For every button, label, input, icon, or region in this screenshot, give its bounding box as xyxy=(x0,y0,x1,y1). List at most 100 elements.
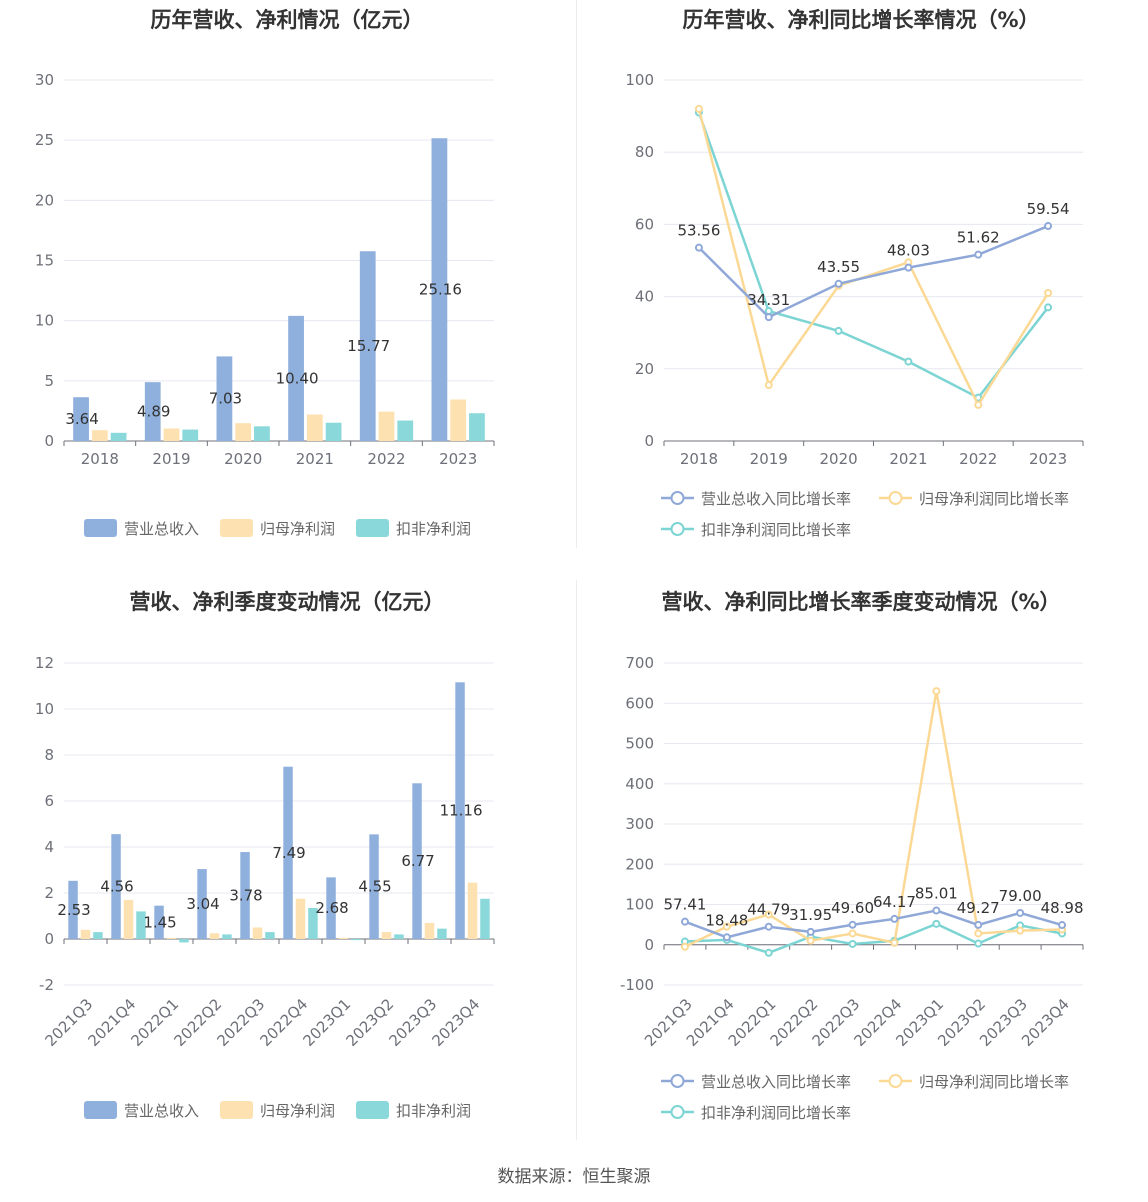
legend-marker xyxy=(670,522,685,536)
series-line-deducted-profit xyxy=(697,112,1050,400)
data-label: 51.62 xyxy=(957,229,1000,247)
bar-deducted-profit xyxy=(222,934,232,939)
bar-deducted-profit xyxy=(265,932,275,939)
data-point xyxy=(1044,303,1053,312)
bar-deducted-profit xyxy=(308,907,318,939)
bar-revenue xyxy=(326,877,336,939)
x-tick-label: 2020 xyxy=(224,450,262,468)
data-label: 57.41 xyxy=(663,896,706,914)
x-tick-label: 2023 xyxy=(439,450,477,468)
y-tick-label: 8 xyxy=(44,746,54,764)
data-label: 64.17 xyxy=(873,893,916,911)
bar-revenue xyxy=(68,880,78,939)
data-point xyxy=(932,906,941,915)
y-tick-label: 0 xyxy=(44,432,54,450)
legend-swatch xyxy=(356,519,389,537)
legend-label: 营业总收入同比增长率 xyxy=(701,1073,851,1091)
y-tick-label: 0 xyxy=(644,432,654,450)
bar-net-profit xyxy=(252,927,263,939)
bar-revenue xyxy=(197,869,207,939)
data-point xyxy=(848,920,857,929)
data-label: 11.16 xyxy=(440,802,483,820)
y-tick-label: -100 xyxy=(620,976,654,994)
data-point xyxy=(722,922,731,931)
data-label: 79.00 xyxy=(999,887,1042,905)
legend-label: 归母净利润同比增长率 xyxy=(919,490,1069,508)
annual-bar-panel: 历年营收、净利情况（亿元） 0 5 10 15 20 25 30 2018 2019 2020 20… xyxy=(0,0,574,580)
x-tick-label: 2019 xyxy=(750,450,788,468)
y-tick-label: 0 xyxy=(644,936,654,954)
bar-revenue xyxy=(455,682,465,939)
data-point xyxy=(764,922,773,931)
data-point xyxy=(974,920,983,929)
data-label: 4.56 xyxy=(100,878,133,896)
data-label: 15.77 xyxy=(347,337,390,355)
bar-revenue xyxy=(73,397,89,441)
data-point xyxy=(834,279,843,288)
legend-label: 营业总收入 xyxy=(124,520,199,538)
bar-net-profit xyxy=(209,933,220,939)
legend-swatch xyxy=(220,519,253,537)
divider xyxy=(576,580,577,1140)
y-tick-label: 20 xyxy=(635,360,654,378)
data-point xyxy=(890,914,899,923)
bar-net-profit xyxy=(123,899,134,939)
y-tick-label: 4 xyxy=(44,838,54,856)
legend-swatch xyxy=(84,1101,117,1119)
x-tick-label: 2018 xyxy=(81,450,119,468)
bar-revenue xyxy=(431,138,448,441)
y-tick-label: 200 xyxy=(625,855,654,873)
x-tick-label: 2021 xyxy=(889,450,927,468)
data-label: 6.77 xyxy=(401,852,434,870)
data-label: 3.78 xyxy=(229,887,262,905)
data-label: 43.55 xyxy=(817,258,860,276)
chart-title: 营收、净利季度变动情况（亿元） xyxy=(129,590,445,614)
bar-deducted-profit xyxy=(93,932,103,939)
bar-deducted-profit xyxy=(397,420,414,441)
bar-net-profit xyxy=(163,428,180,441)
y-tick-label: 15 xyxy=(35,252,54,270)
chart-title: 历年营收、净利同比增长率情况（%） xyxy=(682,8,1040,32)
data-label: 48.03 xyxy=(887,242,930,260)
bar-revenue xyxy=(412,783,422,939)
bar-net-profit xyxy=(306,414,323,441)
data-label: 53.56 xyxy=(677,222,720,240)
y-tick-label: -2 xyxy=(39,976,54,994)
bar-deducted-profit xyxy=(110,432,127,441)
data-label: 85.01 xyxy=(915,885,958,903)
legend-swatch xyxy=(84,519,117,537)
data-source: 数据来源：恒生聚源 xyxy=(497,1167,651,1187)
y-tick-label: 5 xyxy=(44,372,54,390)
legend-marker xyxy=(670,1105,685,1119)
x-tick-label: 2021 xyxy=(296,450,334,468)
legend-label: 营业总收入 xyxy=(124,1102,199,1120)
data-point xyxy=(932,919,941,928)
legend-label: 归母净利润 xyxy=(260,520,335,538)
bar-net-profit xyxy=(338,937,349,939)
data-point xyxy=(974,929,983,938)
bar-revenue xyxy=(283,766,293,939)
data-label: 44.79 xyxy=(747,901,790,919)
bar-deducted-profit xyxy=(182,429,199,441)
data-label: 1.45 xyxy=(143,913,176,931)
y-tick-label: 12 xyxy=(35,654,54,672)
y-tick-label: 0 xyxy=(44,930,54,948)
bar-net-profit xyxy=(424,922,435,939)
data-point xyxy=(848,929,857,938)
quarter-bar-chart: -20246810122021Q32021Q42022Q12022Q22022Q… xyxy=(35,654,495,1120)
chart-title: 营收、净利同比增长率季度变动情况（%） xyxy=(661,590,1061,614)
legend-marker xyxy=(670,491,685,505)
bar-deducted-profit xyxy=(437,928,447,939)
chart-title: 历年营收、净利情况（亿元） xyxy=(150,8,424,32)
legend-label: 扣非净利润同比增长率 xyxy=(701,1104,851,1122)
data-point xyxy=(904,263,913,272)
y-tick-label: 500 xyxy=(625,735,654,753)
data-label: 2.53 xyxy=(57,901,90,919)
data-point xyxy=(848,939,857,948)
data-point xyxy=(1044,222,1053,231)
bar-net-profit xyxy=(381,932,392,939)
bar-net-profit xyxy=(378,411,395,441)
data-point xyxy=(722,933,731,942)
legend-label: 营业总收入同比增长率 xyxy=(701,490,851,508)
data-point xyxy=(974,939,983,948)
